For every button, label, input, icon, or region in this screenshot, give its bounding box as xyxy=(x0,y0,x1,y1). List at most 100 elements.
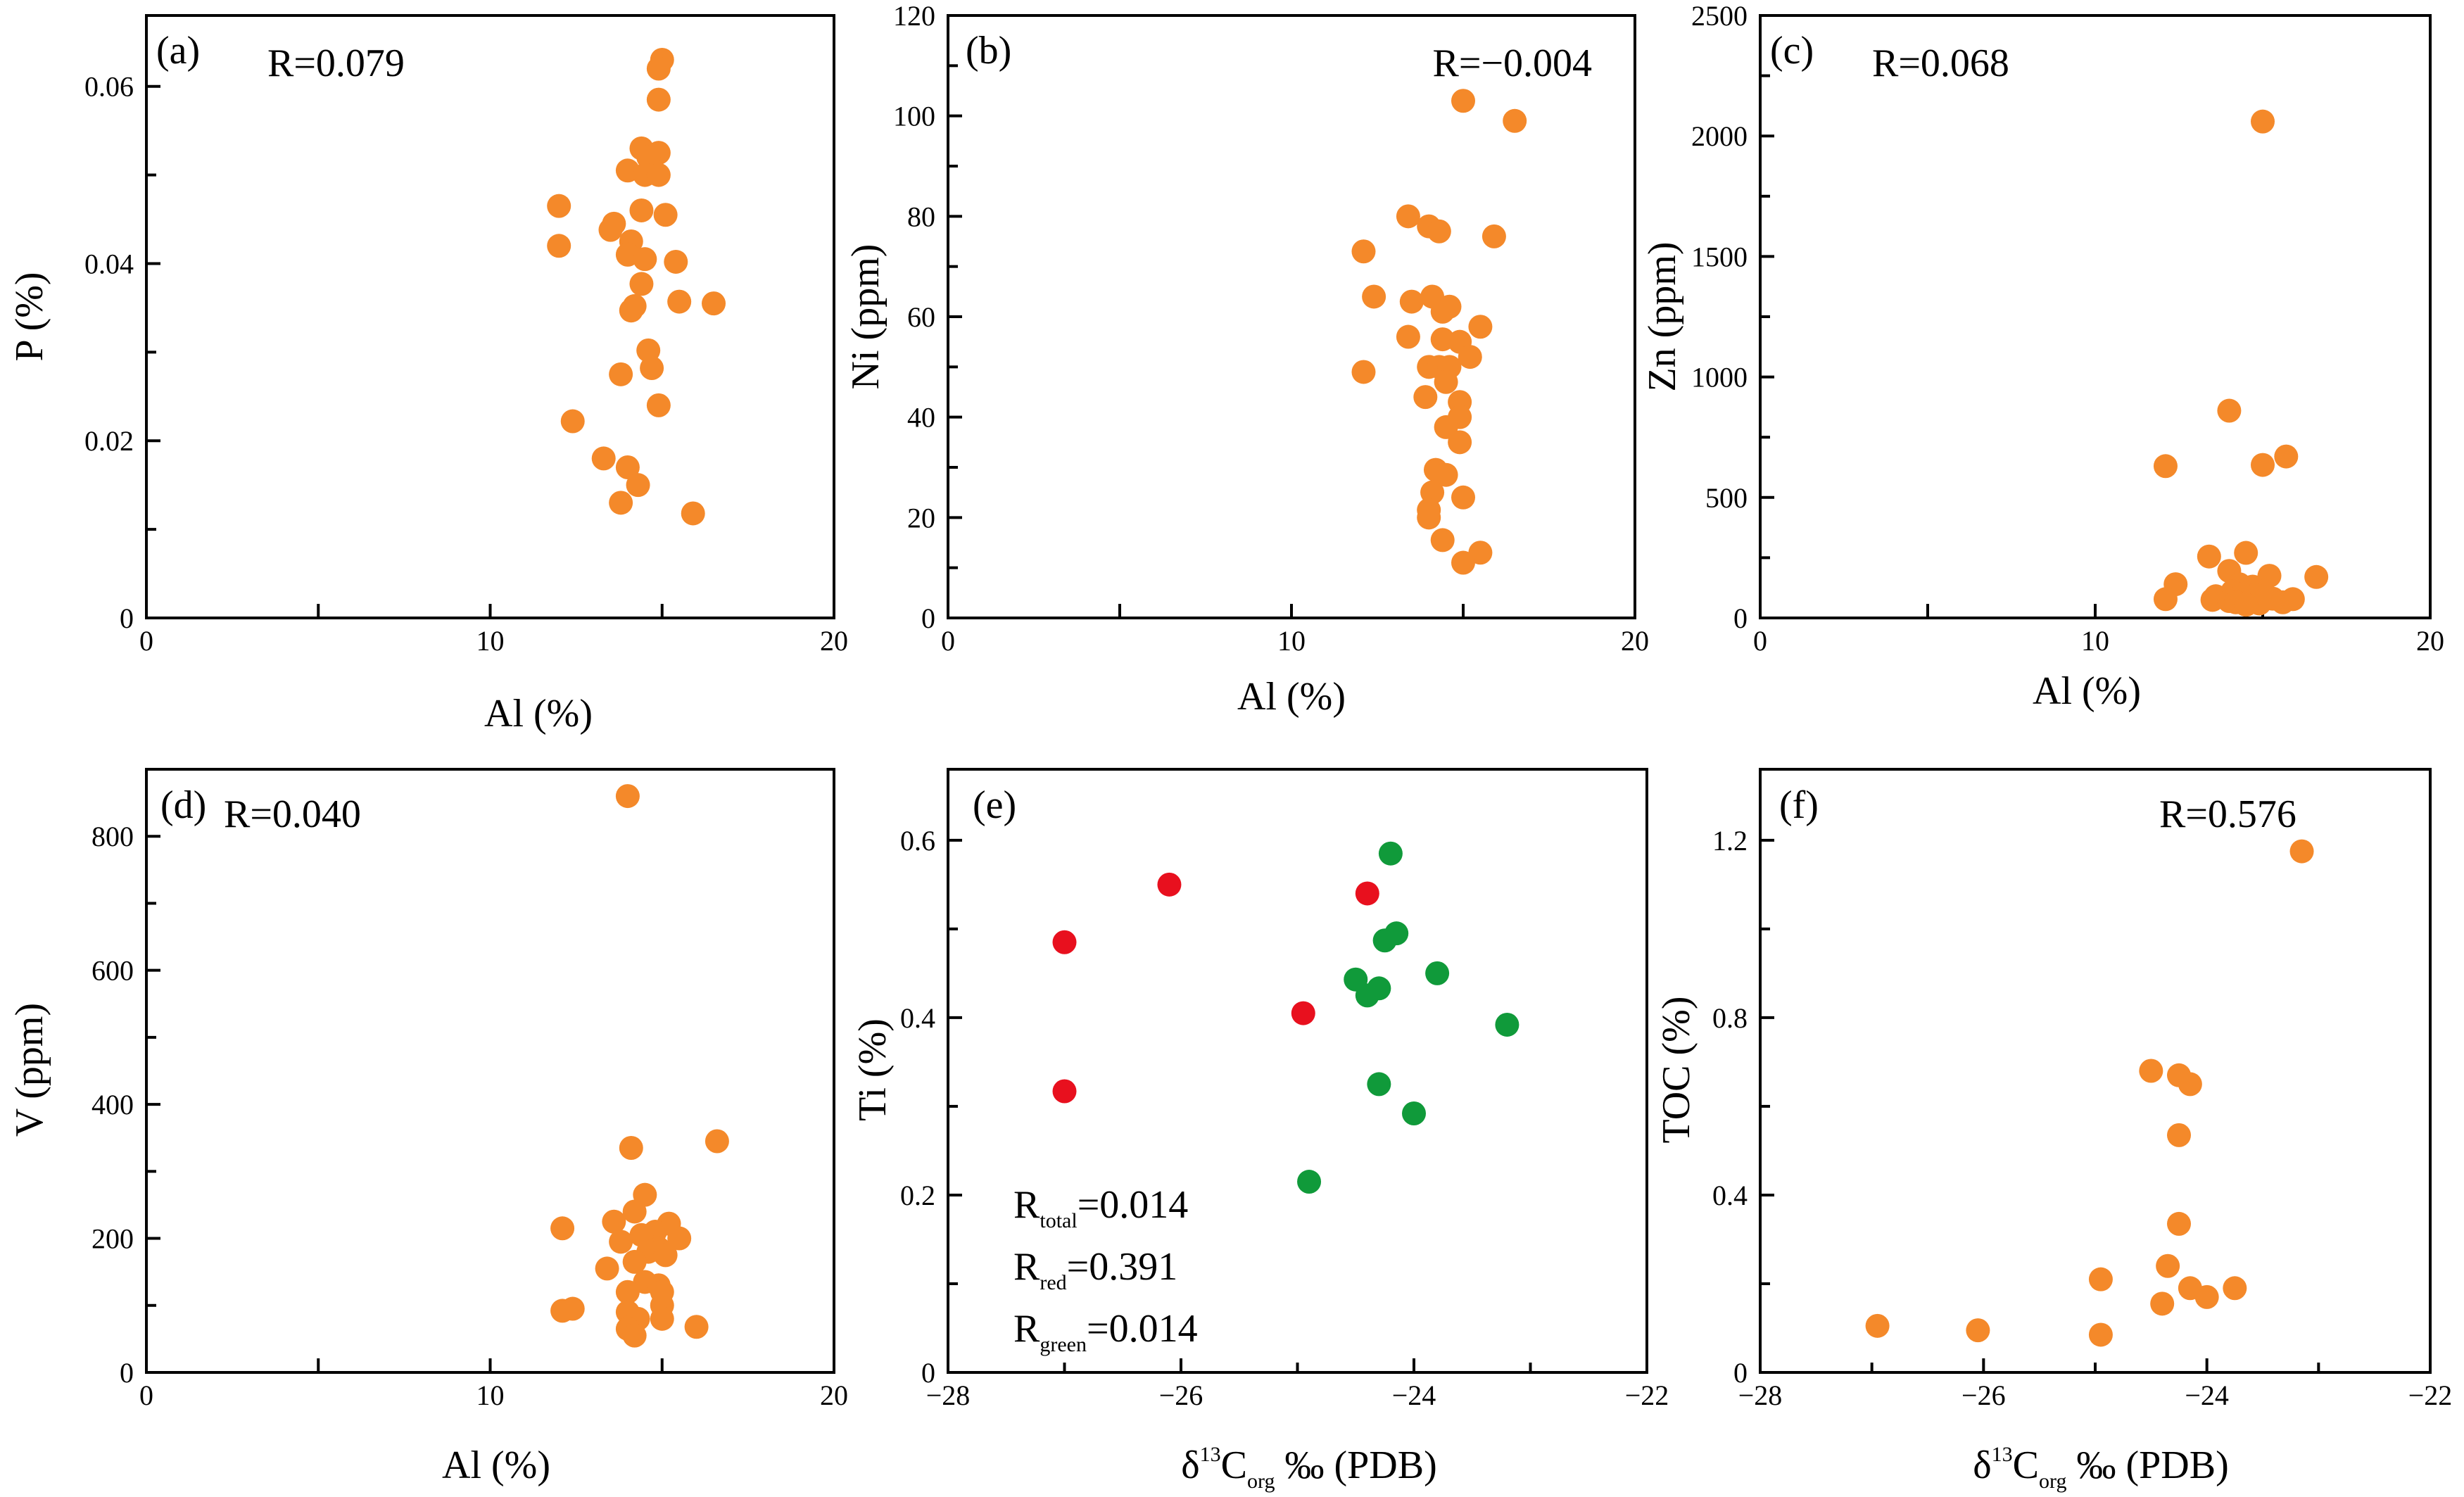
y-tick-label: 1500 xyxy=(1691,241,1748,272)
data-point-samples xyxy=(609,491,633,515)
data-point-red xyxy=(1052,930,1077,954)
panel-label: (b) xyxy=(966,29,1011,72)
data-point-samples xyxy=(619,298,643,323)
panel-b: 0 10 20 0 20 40 60 80 100 120 (b) R=−0.004 Al (%) Ni … xyxy=(844,0,1649,719)
panel-label: (c) xyxy=(1770,29,1814,72)
data-point-samples xyxy=(2167,1123,2191,1147)
data-point-samples xyxy=(560,409,585,434)
panel-e: −28 −26 −24 −22 0 0.2 0.4 0.6 (e) Rtotal=0.014 Rre… xyxy=(851,768,1669,1493)
data-point-samples xyxy=(2217,398,2242,423)
data-point-samples xyxy=(2270,590,2295,614)
y-axis-label: Ni (ppm) xyxy=(844,244,887,390)
y-tick-label: 0 xyxy=(120,602,134,634)
data-point-samples xyxy=(2304,564,2329,589)
data-point-samples xyxy=(1865,1313,1890,1338)
data-point-samples xyxy=(650,1306,674,1331)
data-point-green xyxy=(1425,961,1450,985)
data-point-samples xyxy=(1468,315,1493,339)
data-point-samples xyxy=(622,1249,647,1274)
y-tick-label: 0.4 xyxy=(900,1002,935,1034)
data-point-green xyxy=(1378,841,1403,866)
data-point-green xyxy=(1372,928,1397,953)
stat-total: Rtotal=0.014 xyxy=(1013,1183,1188,1232)
y-tick-label: 0 xyxy=(1733,602,1748,634)
x-axis-label: δ13Corg ‰ (PDB) xyxy=(1973,1443,2228,1493)
data-point-samples xyxy=(622,1323,647,1348)
y-tick-label: 400 xyxy=(91,1089,134,1120)
data-point-samples xyxy=(598,217,623,242)
data-point-samples xyxy=(2234,541,2258,565)
data-point-samples xyxy=(684,1315,709,1339)
y-tick-label: 120 xyxy=(893,0,935,32)
x-axis-label: δ13Corg ‰ (PDB) xyxy=(1181,1443,1436,1493)
data-point-samples xyxy=(595,1256,619,1281)
data-point-samples xyxy=(2251,109,2275,134)
x-tick-label: −24 xyxy=(2185,1379,2229,1411)
y-tick-label: 80 xyxy=(907,201,935,232)
y-tick-label: 0.2 xyxy=(900,1180,935,1211)
x-tick-label: −26 xyxy=(1159,1379,1203,1411)
x-axis-label: Al (%) xyxy=(2033,669,2141,713)
correlation-label: R=0.068 xyxy=(1872,42,2009,85)
y-axis-label: P (%) xyxy=(8,272,51,361)
panel-label: (d) xyxy=(160,783,206,827)
y-tick-label: 0.4 xyxy=(1712,1180,1748,1211)
x-tick-label: 0 xyxy=(941,625,955,657)
y-tick-label: 800 xyxy=(91,821,134,852)
data-point-samples xyxy=(626,473,650,498)
data-point-samples xyxy=(609,1230,633,1254)
y-tick-label: 0 xyxy=(921,1357,935,1389)
data-point-samples xyxy=(547,194,571,218)
data-point-green xyxy=(1367,1072,1391,1097)
y-tick-label: 0.6 xyxy=(900,825,935,857)
data-point-samples xyxy=(550,1299,575,1323)
correlation-label: R=0.040 xyxy=(224,792,361,836)
data-point-samples xyxy=(622,1199,647,1224)
y-axis-label: Zn (ppm) xyxy=(1641,241,1684,391)
data-point-samples xyxy=(547,234,571,258)
data-point-samples xyxy=(2088,1322,2113,1347)
y-tick-label: 0 xyxy=(120,1357,134,1389)
data-point-samples xyxy=(2139,1059,2163,1083)
x-tick-label: 20 xyxy=(820,625,848,657)
data-point-samples xyxy=(653,203,678,227)
data-point-samples xyxy=(629,272,654,296)
y-axis-label: Ti (%) xyxy=(851,1018,895,1121)
y-tick-label: 1000 xyxy=(1691,362,1748,393)
correlation-label: R=0.079 xyxy=(267,42,405,85)
stat-red: Rred=0.391 xyxy=(1013,1245,1177,1294)
data-point-samples xyxy=(1430,299,1455,324)
data-point-samples xyxy=(2223,1276,2247,1301)
data-point-samples xyxy=(1399,289,1424,314)
data-point-samples xyxy=(2088,1267,2113,1291)
y-tick-label: 40 xyxy=(907,402,935,434)
data-point-samples xyxy=(636,338,661,362)
data-point-samples xyxy=(2150,1291,2175,1316)
data-point-samples xyxy=(1417,505,1441,530)
data-point-samples xyxy=(2234,593,2258,617)
data-point-samples xyxy=(1351,239,1376,264)
data-point-red xyxy=(1052,1079,1077,1104)
y-tick-label: 0.02 xyxy=(84,425,134,457)
data-point-samples xyxy=(1434,462,1458,487)
y-tick-label: 2000 xyxy=(1691,120,1748,152)
y-tick-label: 60 xyxy=(907,301,935,333)
y-tick-label: 0 xyxy=(1733,1357,1748,1389)
data-point-samples xyxy=(1430,528,1455,552)
data-point-samples xyxy=(705,1129,729,1154)
data-point-samples xyxy=(1503,108,1527,133)
data-point-samples xyxy=(646,163,671,187)
data-point-samples xyxy=(1396,204,1420,229)
y-tick-label: 500 xyxy=(1705,482,1748,514)
data-point-samples xyxy=(653,1243,678,1268)
x-axis-label: Al (%) xyxy=(1237,675,1346,719)
data-point-samples xyxy=(615,784,640,809)
data-point-samples xyxy=(664,249,688,274)
x-tick-label: 10 xyxy=(1277,625,1306,657)
data-point-samples xyxy=(2289,839,2314,864)
x-tick-label: −22 xyxy=(2408,1379,2453,1411)
data-point-samples xyxy=(629,198,654,222)
data-point-samples xyxy=(1413,385,1438,410)
